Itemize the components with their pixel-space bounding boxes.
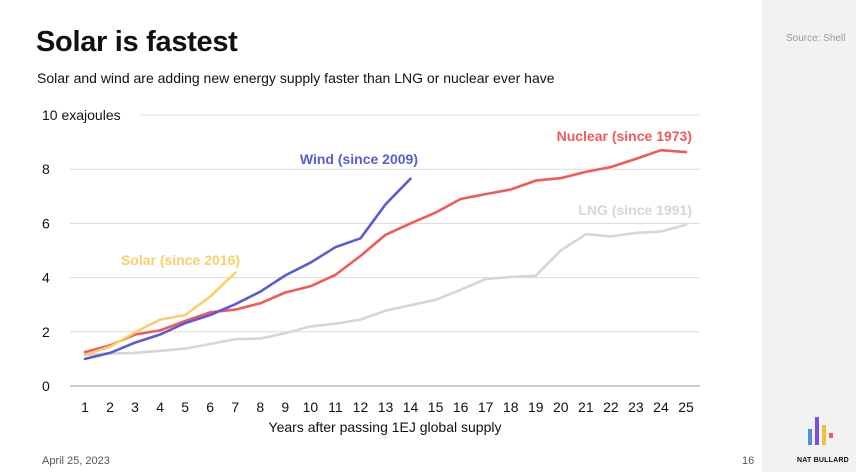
series-label-nuclear: Nuclear (since 1973) [557,128,692,144]
x-tick-label: 19 [528,399,544,415]
y-tick-label: 8 [42,161,50,177]
series-line-lng [83,223,688,357]
x-tick-label: 25 [678,399,694,415]
y-axis-ticks: 0 2 4 6 8 10 exajoules [42,107,121,394]
x-tick-label: 16 [453,399,469,415]
source-label: Source: Shell [786,33,846,44]
x-tick-label: 8 [256,399,264,415]
series-label-wind: Wind (since 2009) [300,151,418,167]
x-tick-label: 10 [303,399,319,415]
x-tick-label: 4 [156,399,164,415]
x-tick-label: 24 [653,399,669,415]
y-tick-label: 0 [42,378,50,394]
x-tick-label: 20 [553,399,569,415]
x-tick-label: 23 [628,399,644,415]
x-axis-title: Years after passing 1EJ global supply [269,419,502,435]
series-labels: LNG (since 1991) Nuclear (since 1973) Wind… [121,128,692,268]
x-tick-label: 12 [353,399,369,415]
x-tick-label: 17 [478,399,494,415]
brand-name: NAT BULLARD [797,457,849,464]
page-number: 16 [742,455,755,467]
x-tick-label: 18 [503,399,519,415]
y-tick-label: 6 [42,215,50,231]
series-label-lng: LNG (since 1991) [578,202,692,218]
y-tick-label: 2 [42,324,50,340]
x-tick-label: 11 [328,399,343,415]
slide-subtitle: Solar and wind are adding new energy sup… [37,70,555,86]
x-tick-label: 15 [428,399,444,415]
x-tick-label: 1 [81,399,89,415]
sidebar-panel [762,0,856,472]
y-tick-label: 10 exajoules [42,107,121,123]
series-line-wind [83,177,412,361]
x-tick-label: 13 [378,399,394,415]
slide-date: April 25, 2023 [42,455,110,467]
x-tick-label: 7 [231,399,239,415]
x-axis-ticks: 1 2 3 4 5 6 7 8 9 10 11 12 13 14 15 16 17 18 19 20 21 22 23 24 2… [81,399,694,415]
y-tick-label: 4 [42,270,50,286]
x-tick-label: 22 [603,399,619,415]
slide-title: Solar is fastest [36,26,238,58]
series-line-nuclear [83,148,688,354]
series-lines [83,148,688,361]
x-tick-label: 2 [106,399,114,415]
x-tick-label: 5 [181,399,189,415]
x-tick-label: 21 [578,399,594,415]
brand-logo-icon [808,417,833,445]
series-label-solar: Solar (since 2016) [121,252,240,268]
x-tick-label: 14 [403,399,419,415]
x-tick-label: 9 [281,399,289,415]
source-note: Source: Shell [786,33,845,44]
series-line-solar [83,271,237,357]
x-tick-label: 6 [206,399,214,415]
x-tick-label: 3 [131,399,139,415]
